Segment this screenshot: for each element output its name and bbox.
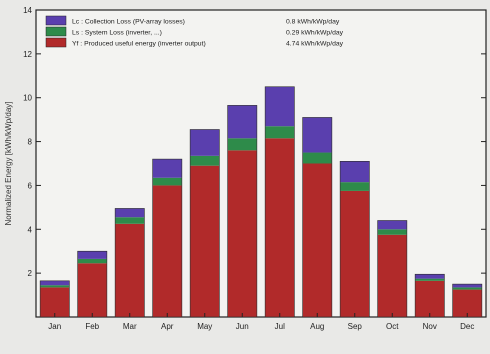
x-tick-label-feb: Feb: [85, 322, 99, 331]
bar-segment-feb-s0: [77, 263, 107, 317]
bar-segment-aug-s0: [302, 163, 332, 317]
bar-segment-dec-s2: [452, 284, 482, 288]
bar-segment-sep-s2: [340, 161, 370, 183]
bar-segment-sep-s1: [340, 182, 370, 191]
legend-label-2: Yf : Produced useful energy (inverter ou…: [72, 41, 206, 48]
bar-segment-oct-s2: [377, 220, 407, 230]
x-tick-label-apr: Apr: [161, 322, 174, 331]
x-tick-label-sep: Sep: [348, 322, 363, 331]
y-tick-label: 2: [28, 269, 33, 278]
y-tick-label: 10: [23, 94, 32, 103]
x-tick-label-may: May: [197, 322, 212, 331]
bar-segment-jul-s0: [265, 138, 295, 317]
bar-segment-apr-s1: [152, 177, 182, 186]
bar-segment-oct-s0: [377, 234, 407, 317]
bar-segment-nov-s2: [415, 274, 445, 279]
bar-segment-may-s1: [190, 155, 220, 166]
bar-segment-oct-s1: [377, 229, 407, 235]
bar-segment-aug-s2: [302, 117, 332, 153]
x-tick-label-jul: Jul: [275, 322, 285, 331]
legend-label-0: Lc : Collection Loss (PV-array losses): [72, 19, 185, 26]
x-tick-label-jan: Jan: [48, 322, 61, 331]
bar-segment-apr-s2: [152, 159, 182, 178]
bar-segment-jun-s2: [227, 105, 257, 139]
bar-segment-nov-s1: [415, 278, 445, 281]
bar-segment-jan-s0: [40, 287, 70, 317]
bar-segment-apr-s0: [152, 185, 182, 317]
x-tick-label-mar: Mar: [123, 322, 137, 331]
bar-segment-may-s0: [190, 165, 220, 317]
bar-segment-mar-s1: [115, 217, 145, 224]
bar-segment-jan-s2: [40, 280, 70, 286]
plot-area: [35, 9, 487, 318]
bar-segment-feb-s1: [77, 258, 107, 264]
bar-segment-sep-s0: [340, 190, 370, 317]
legend-label-1: Ls : System Loss (inverter, ...): [72, 30, 162, 37]
bar-segment-may-s2: [190, 129, 220, 156]
legend-swatch-2: [45, 37, 67, 48]
x-tick-label-dec: Dec: [460, 322, 474, 331]
bar-segment-dec-s1: [452, 287, 482, 290]
x-tick-label-jun: Jun: [236, 322, 249, 331]
x-tick-label-nov: Nov: [423, 322, 437, 331]
x-tick-label-oct: Oct: [386, 322, 399, 331]
bar-segment-jun-s1: [227, 138, 257, 151]
legend-value-1: 0.29 kWh/kWp/day: [286, 30, 344, 37]
y-tick-label: 12: [23, 50, 32, 59]
y-axis-label: Normalized Energy [kWh/kWp/day]: [4, 101, 13, 225]
bar-segment-aug-s1: [302, 152, 332, 164]
x-tick-label-aug: Aug: [310, 322, 324, 331]
y-tick-label: 6: [28, 181, 33, 190]
bar-segment-jul-s1: [265, 126, 295, 139]
bar-segment-dec-s0: [452, 289, 482, 317]
legend-value-2: 4.74 kWh/kWp/day: [286, 41, 344, 48]
bar-segment-feb-s2: [77, 251, 107, 259]
bar-segment-mar-s2: [115, 208, 145, 218]
bar-segment-mar-s0: [115, 223, 145, 317]
legend-swatch-1: [45, 26, 67, 37]
legend-swatch-0: [45, 15, 67, 26]
y-tick-label: 8: [28, 138, 33, 147]
bar-segment-jun-s0: [227, 150, 257, 317]
y-tick-label: 4: [28, 225, 33, 234]
y-tick-label: 14: [23, 6, 32, 15]
bar-segment-nov-s0: [415, 280, 445, 317]
legend-value-0: 0.8 kWh/kWp/day: [286, 19, 340, 26]
bar-segment-jul-s2: [265, 86, 295, 127]
bar-segment-jan-s1: [40, 285, 70, 288]
